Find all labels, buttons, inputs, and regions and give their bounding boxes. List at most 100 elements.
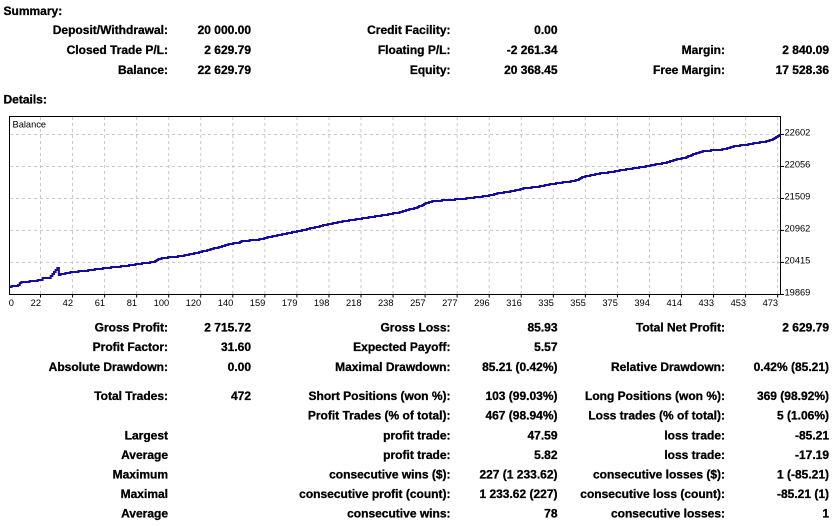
svg-text:Long Positions (won %):: Long Positions (won %): [585, 389, 725, 403]
svg-text:Closed Trade P/L:: Closed Trade P/L: [67, 43, 168, 57]
svg-text:238: 238 [378, 298, 394, 308]
svg-text:5.57: 5.57 [534, 340, 558, 354]
svg-text:19869: 19869 [785, 288, 811, 298]
svg-text:78: 78 [544, 507, 558, 521]
svg-text:100: 100 [154, 298, 170, 308]
svg-text:103 (99.03%): 103 (99.03%) [485, 389, 557, 403]
svg-text:467 (98.94%): 467 (98.94%) [485, 409, 557, 423]
svg-text:20 368.45: 20 368.45 [504, 63, 558, 77]
svg-text:Balance:: Balance: [118, 63, 168, 77]
svg-text:159: 159 [250, 298, 266, 308]
svg-text:296: 296 [474, 298, 490, 308]
svg-text:Free Margin:: Free Margin: [653, 63, 725, 77]
svg-text:394: 394 [634, 298, 650, 308]
svg-text:Details:: Details: [4, 93, 47, 107]
svg-text:369 (98.92%): 369 (98.92%) [757, 389, 829, 403]
svg-text:-2 261.34: -2 261.34 [507, 43, 558, 57]
svg-text:Average: Average [121, 507, 168, 521]
svg-text:31.60: 31.60 [221, 340, 251, 354]
svg-text:22: 22 [31, 298, 41, 308]
svg-text:2 629.79: 2 629.79 [782, 321, 829, 335]
svg-text:20 000.00: 20 000.00 [198, 23, 252, 37]
svg-text:21509: 21509 [785, 192, 811, 202]
svg-text:Profit Trades (% of total):: Profit Trades (% of total): [308, 409, 451, 423]
svg-text:335: 335 [538, 298, 554, 308]
svg-text:consecutive losses ($):: consecutive losses ($): [593, 468, 725, 482]
svg-text:Gross Loss:: Gross Loss: [380, 321, 450, 335]
svg-text:Gross Profit:: Gross Profit: [95, 321, 168, 335]
svg-text:Maximal: Maximal [121, 487, 168, 501]
svg-text:loss trade:: loss trade: [664, 428, 725, 442]
svg-text:42: 42 [63, 298, 73, 308]
svg-text:227 (1 233.62): 227 (1 233.62) [479, 468, 557, 482]
svg-text:433: 433 [698, 298, 714, 308]
svg-text:2 715.72: 2 715.72 [204, 321, 251, 335]
svg-text:2 629.79: 2 629.79 [204, 43, 251, 57]
svg-text:179: 179 [282, 298, 298, 308]
svg-text:0.00: 0.00 [534, 23, 558, 37]
svg-text:257: 257 [410, 298, 426, 308]
svg-text:316: 316 [506, 298, 522, 308]
svg-text:Maximum: Maximum [113, 468, 168, 482]
svg-text:22 629.79: 22 629.79 [198, 63, 252, 77]
svg-text:profit trade:: profit trade: [383, 428, 450, 442]
svg-text:-17.19: -17.19 [795, 448, 829, 462]
svg-text:consecutive wins:: consecutive wins: [347, 507, 450, 521]
svg-text:472: 472 [231, 389, 251, 403]
svg-text:81: 81 [127, 298, 137, 308]
svg-text:Loss trades (% of total):: Loss trades (% of total): [588, 409, 725, 423]
svg-text:Summary:: Summary: [4, 4, 63, 18]
svg-text:277: 277 [442, 298, 458, 308]
svg-text:355: 355 [570, 298, 586, 308]
svg-text:Expected Payoff:: Expected Payoff: [353, 340, 450, 354]
svg-text:1 (-85.21): 1 (-85.21) [777, 468, 829, 482]
svg-text:1 233.62 (227): 1 233.62 (227) [479, 487, 557, 501]
svg-text:Total Trades:: Total Trades: [94, 389, 168, 403]
svg-text:20962: 20962 [785, 223, 811, 233]
svg-text:198: 198 [314, 298, 330, 308]
svg-text:Short Positions (won %):: Short Positions (won %): [309, 389, 451, 403]
svg-text:loss trade:: loss trade: [664, 448, 725, 462]
svg-text:consecutive losses:: consecutive losses: [611, 507, 725, 521]
svg-text:Average: Average [121, 448, 168, 462]
svg-text:22056: 22056 [785, 160, 811, 170]
svg-text:Absolute Drawdown:: Absolute Drawdown: [49, 360, 168, 374]
svg-text:-85.21 (1): -85.21 (1) [777, 487, 829, 501]
svg-text:Maximal Drawdown:: Maximal Drawdown: [335, 360, 450, 374]
svg-text:140: 140 [218, 298, 234, 308]
svg-text:-85.21: -85.21 [795, 428, 829, 442]
svg-text:Floating P/L:: Floating P/L: [378, 43, 451, 57]
svg-text:Deposit/Withdrawal:: Deposit/Withdrawal: [53, 23, 168, 37]
svg-text:consecutive wins ($):: consecutive wins ($): [329, 468, 450, 482]
svg-text:17 528.36: 17 528.36 [776, 63, 830, 77]
svg-text:218: 218 [346, 298, 362, 308]
svg-text:85.93: 85.93 [527, 321, 557, 335]
svg-text:consecutive loss (count):: consecutive loss (count): [580, 487, 725, 501]
svg-text:473: 473 [763, 298, 779, 308]
svg-text:0.42% (85.21): 0.42% (85.21) [754, 360, 829, 374]
svg-text:consecutive profit (count):: consecutive profit (count): [299, 487, 450, 501]
svg-text:Total Net Profit:: Total Net Profit: [636, 321, 725, 335]
svg-text:47.59: 47.59 [527, 428, 557, 442]
svg-text:5.82: 5.82 [534, 448, 558, 462]
svg-text:375: 375 [602, 298, 618, 308]
svg-text:453: 453 [731, 298, 747, 308]
svg-text:85.21 (0.42%): 85.21 (0.42%) [482, 360, 557, 374]
svg-text:Credit Facility:: Credit Facility: [367, 23, 450, 37]
svg-text:Relative Drawdown:: Relative Drawdown: [611, 360, 725, 374]
svg-text:2 840.09: 2 840.09 [782, 43, 829, 57]
svg-text:120: 120 [186, 298, 202, 308]
svg-text:Profit Factor:: Profit Factor: [93, 340, 168, 354]
svg-text:Largest: Largest [125, 428, 168, 442]
svg-text:0.00: 0.00 [228, 360, 252, 374]
svg-text:414: 414 [666, 298, 682, 308]
svg-text:0: 0 [9, 298, 14, 308]
svg-text:22602: 22602 [785, 128, 811, 138]
svg-text:5 (1.06%): 5 (1.06%) [777, 409, 829, 423]
svg-text:Balance: Balance [13, 120, 47, 130]
svg-text:profit trade:: profit trade: [383, 448, 450, 462]
svg-text:20415: 20415 [785, 255, 811, 265]
svg-text:Equity:: Equity: [410, 63, 451, 77]
svg-text:61: 61 [95, 298, 105, 308]
svg-text:1: 1 [822, 507, 829, 521]
